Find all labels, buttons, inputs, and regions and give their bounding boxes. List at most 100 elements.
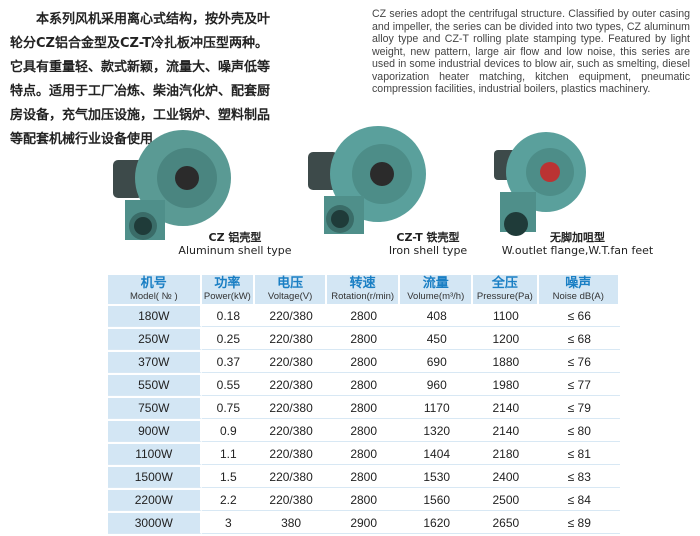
- table-cell: 1170: [400, 398, 474, 419]
- column-header-en: Power(kW): [203, 291, 251, 302]
- table-cell: 220/380: [255, 352, 328, 373]
- table-cell: 380: [255, 513, 328, 534]
- column-header: 电压 Voltage(V): [255, 275, 328, 304]
- table-cell: 2500: [473, 490, 539, 511]
- aluminum-shell-fan-image: [113, 130, 231, 240]
- table-cell: 1404: [400, 444, 474, 465]
- table-cell: 1100: [473, 306, 539, 327]
- column-header: 全压 Pressure(Pa): [473, 275, 539, 304]
- table-cell: ≤ 76: [538, 352, 620, 373]
- column-header: 功率 Power(kW): [201, 275, 256, 304]
- column-header: 流量 Volume(m³/h): [400, 275, 474, 304]
- table-cell: ≤ 83: [538, 467, 620, 488]
- table-cell: 2650: [473, 513, 539, 534]
- table-cell: ≤ 81: [538, 444, 620, 465]
- table-cell: 2140: [473, 398, 539, 419]
- table-cell: 0.75: [201, 398, 256, 419]
- table-cell: ≤ 84: [538, 490, 620, 511]
- table-cell: 0.37: [201, 352, 256, 373]
- table-cell: 220/380: [255, 421, 328, 442]
- table-cell: 2900: [327, 513, 401, 534]
- table-cell: 220/380: [255, 467, 328, 488]
- table-cell: 0.55: [201, 375, 256, 396]
- column-header-cn: 转速: [349, 276, 376, 291]
- column-header: 噪声 Noise dB(A): [538, 275, 620, 304]
- column-header-en: Voltage(V): [267, 291, 313, 302]
- table-cell: 1980: [473, 375, 539, 396]
- table-cell: 0.9: [201, 421, 256, 442]
- table-row: 2200W 2.2 220/380 2800 1560 2500 ≤ 84: [108, 490, 620, 511]
- product-caption-cz: CZ 铝壳型 Aluminum shell type: [170, 231, 300, 257]
- product-subtitle: W.outlet flange,W.T.fan feet: [501, 244, 654, 257]
- table-cell: ≤ 66: [538, 306, 620, 327]
- table-cell: 2800: [327, 352, 401, 373]
- column-header-cn: 电压: [277, 276, 304, 291]
- table-cell: 1200: [473, 329, 539, 350]
- table-row: 370W 0.37 220/380 2800 690 1880 ≤ 76: [108, 352, 620, 373]
- column-header-cn: 噪声: [565, 276, 592, 291]
- table-cell: 220/380: [255, 329, 328, 350]
- table-cell: ≤ 68: [538, 329, 620, 350]
- product-title: CZ-T 铁壳型: [396, 231, 460, 244]
- outlet-flange-fan-image: [494, 132, 586, 236]
- table-cell: 1320: [400, 421, 474, 442]
- column-header-cn: 全压: [491, 276, 518, 291]
- table-cell: 960: [400, 375, 474, 396]
- table-cell: 1530: [400, 467, 474, 488]
- table-row: 750W 0.75 220/380 2800 1170 2140 ≤ 79: [108, 398, 620, 419]
- table-row: 1100W 1.1 220/380 2800 1404 2180 ≤ 81: [108, 444, 620, 465]
- product-caption-czt: CZ-T 铁壳型 Iron shell type: [378, 231, 478, 257]
- spec-table: 机号 Model( № ) 功率 Power(kW) 电压 Voltage(V) 转速 Rot…: [108, 273, 620, 536]
- product-subtitle: Iron shell type: [388, 244, 468, 257]
- table-cell: 2400: [473, 467, 539, 488]
- table-cell: 1.5: [201, 467, 256, 488]
- column-header-cn: 机号: [140, 276, 167, 291]
- table-cell: 690: [400, 352, 474, 373]
- table-cell: 2800: [327, 467, 401, 488]
- table-cell: 2800: [327, 421, 401, 442]
- column-header-en: Pressure(Pa): [476, 291, 533, 302]
- column-header-cn: 功率: [214, 276, 241, 291]
- table-cell: 2180: [473, 444, 539, 465]
- table-row: 550W 0.55 220/380 2800 960 1980 ≤ 77: [108, 375, 620, 396]
- table-header-row: 机号 Model( № ) 功率 Power(kW) 电压 Voltage(V) 转速 Rot…: [108, 275, 620, 304]
- intro-chinese: 本系列风机采用离心式结构，按外壳及叶轮分CZ铝合金型及CZ-T冷扎板冲压型两种。…: [10, 12, 271, 147]
- column-header: 机号 Model( № ): [108, 275, 202, 304]
- product-caption-outlet: 无脚加咀型 W.outlet flange,W.T.fan feet: [490, 231, 665, 257]
- table-cell: 220/380: [255, 490, 328, 511]
- table-cell: 1.1: [201, 444, 256, 465]
- table-cell: 3000W: [108, 513, 202, 534]
- column-header-en: Noise dB(A): [552, 291, 604, 302]
- table-cell: 450: [400, 329, 474, 350]
- table-cell: 220/380: [255, 306, 328, 327]
- column-header: 转速 Rotation(r/min): [327, 275, 401, 304]
- table-cell: 2800: [327, 375, 401, 396]
- iron-shell-fan-image: [308, 126, 426, 234]
- table-cell: 180W: [108, 306, 202, 327]
- table-cell: 2140: [473, 421, 539, 442]
- table-row: 250W 0.25 220/380 2800 450 1200 ≤ 68: [108, 329, 620, 350]
- table-cell: 2800: [327, 306, 401, 327]
- table-cell: 2200W: [108, 490, 202, 511]
- table-cell: 1500W: [108, 467, 202, 488]
- table-cell: 0.18: [201, 306, 256, 327]
- table-cell: 2800: [327, 329, 401, 350]
- table-cell: 750W: [108, 398, 202, 419]
- table-cell: 1100W: [108, 444, 202, 465]
- table-cell: 250W: [108, 329, 202, 350]
- table-cell: 2800: [327, 444, 401, 465]
- column-header-cn: 流量: [422, 276, 449, 291]
- table-cell: 2.2: [201, 490, 256, 511]
- column-header-en: Rotation(r/min): [331, 291, 395, 302]
- table-row: 3000W 3 380 2900 1620 2650 ≤ 89: [108, 513, 620, 534]
- table-cell: 550W: [108, 375, 202, 396]
- table-cell: 220/380: [255, 444, 328, 465]
- table-cell: 1560: [400, 490, 474, 511]
- table-row: 180W 0.18 220/380 2800 408 1100 ≤ 66: [108, 306, 620, 327]
- table-cell: 408: [400, 306, 474, 327]
- table-cell: 2800: [327, 490, 401, 511]
- table-cell: 0.25: [201, 329, 256, 350]
- product-subtitle: Aluminum shell type: [178, 244, 292, 257]
- table-cell: ≤ 89: [538, 513, 620, 534]
- table-cell: 220/380: [255, 375, 328, 396]
